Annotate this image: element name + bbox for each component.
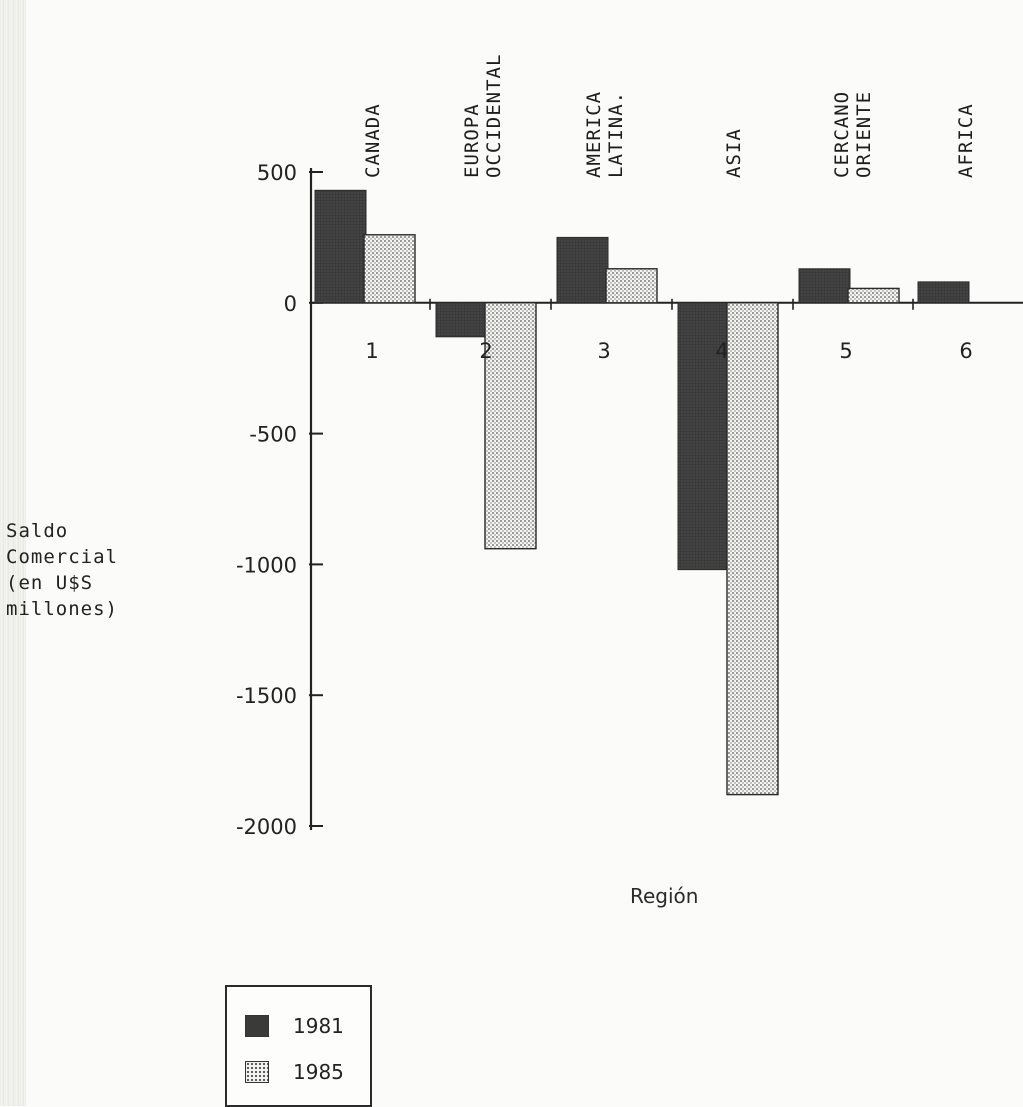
legend-label-1981: 1981 <box>293 1014 344 1038</box>
y-tick-label: -2000 <box>236 815 297 839</box>
y-axis-label-line: (en U$S <box>6 572 94 594</box>
region-name-label: AMERICA <box>583 91 605 178</box>
legend-swatch-1985 <box>245 1061 269 1083</box>
y-tick-label: -1000 <box>236 553 297 577</box>
category-label: 3 <box>597 339 610 363</box>
region-name-label: CANADA <box>362 103 384 178</box>
legend-item-1985: 1985 <box>245 1057 344 1087</box>
bar-1985-1 <box>363 234 416 304</box>
category-label: 4 <box>715 339 728 363</box>
region-name-label: OCCIDENTAL <box>483 54 505 178</box>
scan-edge-texture <box>0 0 26 1106</box>
x-axis-label: Región <box>630 884 699 908</box>
category-label: 6 <box>959 339 972 363</box>
bar-1981-5 <box>798 268 851 304</box>
region-name-label: EUROPA <box>461 103 483 178</box>
bar-1981-3 <box>556 236 609 304</box>
bar-1985-2 <box>484 302 537 550</box>
category-label: 1 <box>365 339 378 363</box>
legend: 1981 1985 <box>225 985 372 1107</box>
category-label: 2 <box>479 339 492 363</box>
y-axis-label: Saldo Comercial (en U$S millones) <box>6 518 118 622</box>
region-name-label: ORIENTE <box>853 91 875 178</box>
legend-item-1981: 1981 <box>245 1011 344 1041</box>
region-name-label: LATINA. <box>605 91 627 178</box>
bar-1981-6 <box>917 281 970 304</box>
y-axis-label-line: millones) <box>6 598 118 620</box>
region-name-label: ASIA <box>723 128 745 178</box>
legend-swatch-1981 <box>245 1015 269 1037</box>
legend-label-1985: 1985 <box>293 1060 344 1084</box>
bar-1981-2 <box>435 302 488 338</box>
bar-1981-4 <box>677 302 730 571</box>
bar-1985-4 <box>726 302 779 796</box>
y-tick-label: 500 <box>257 161 297 185</box>
category-label: 5 <box>839 339 852 363</box>
y-axis-label-line: Comercial <box>6 546 118 568</box>
y-tick-label: 0 <box>284 292 297 316</box>
region-name-label: AFRICA <box>955 103 977 178</box>
y-tick-label: -1500 <box>236 684 297 708</box>
y-tick-label: -500 <box>249 423 297 447</box>
y-axis-label-line: Saldo <box>6 520 69 542</box>
bar-1985-5 <box>847 287 900 304</box>
region-name-label: CERCANO <box>831 91 853 178</box>
bar-1981-1 <box>314 189 367 304</box>
bar-1985-3 <box>605 268 658 304</box>
